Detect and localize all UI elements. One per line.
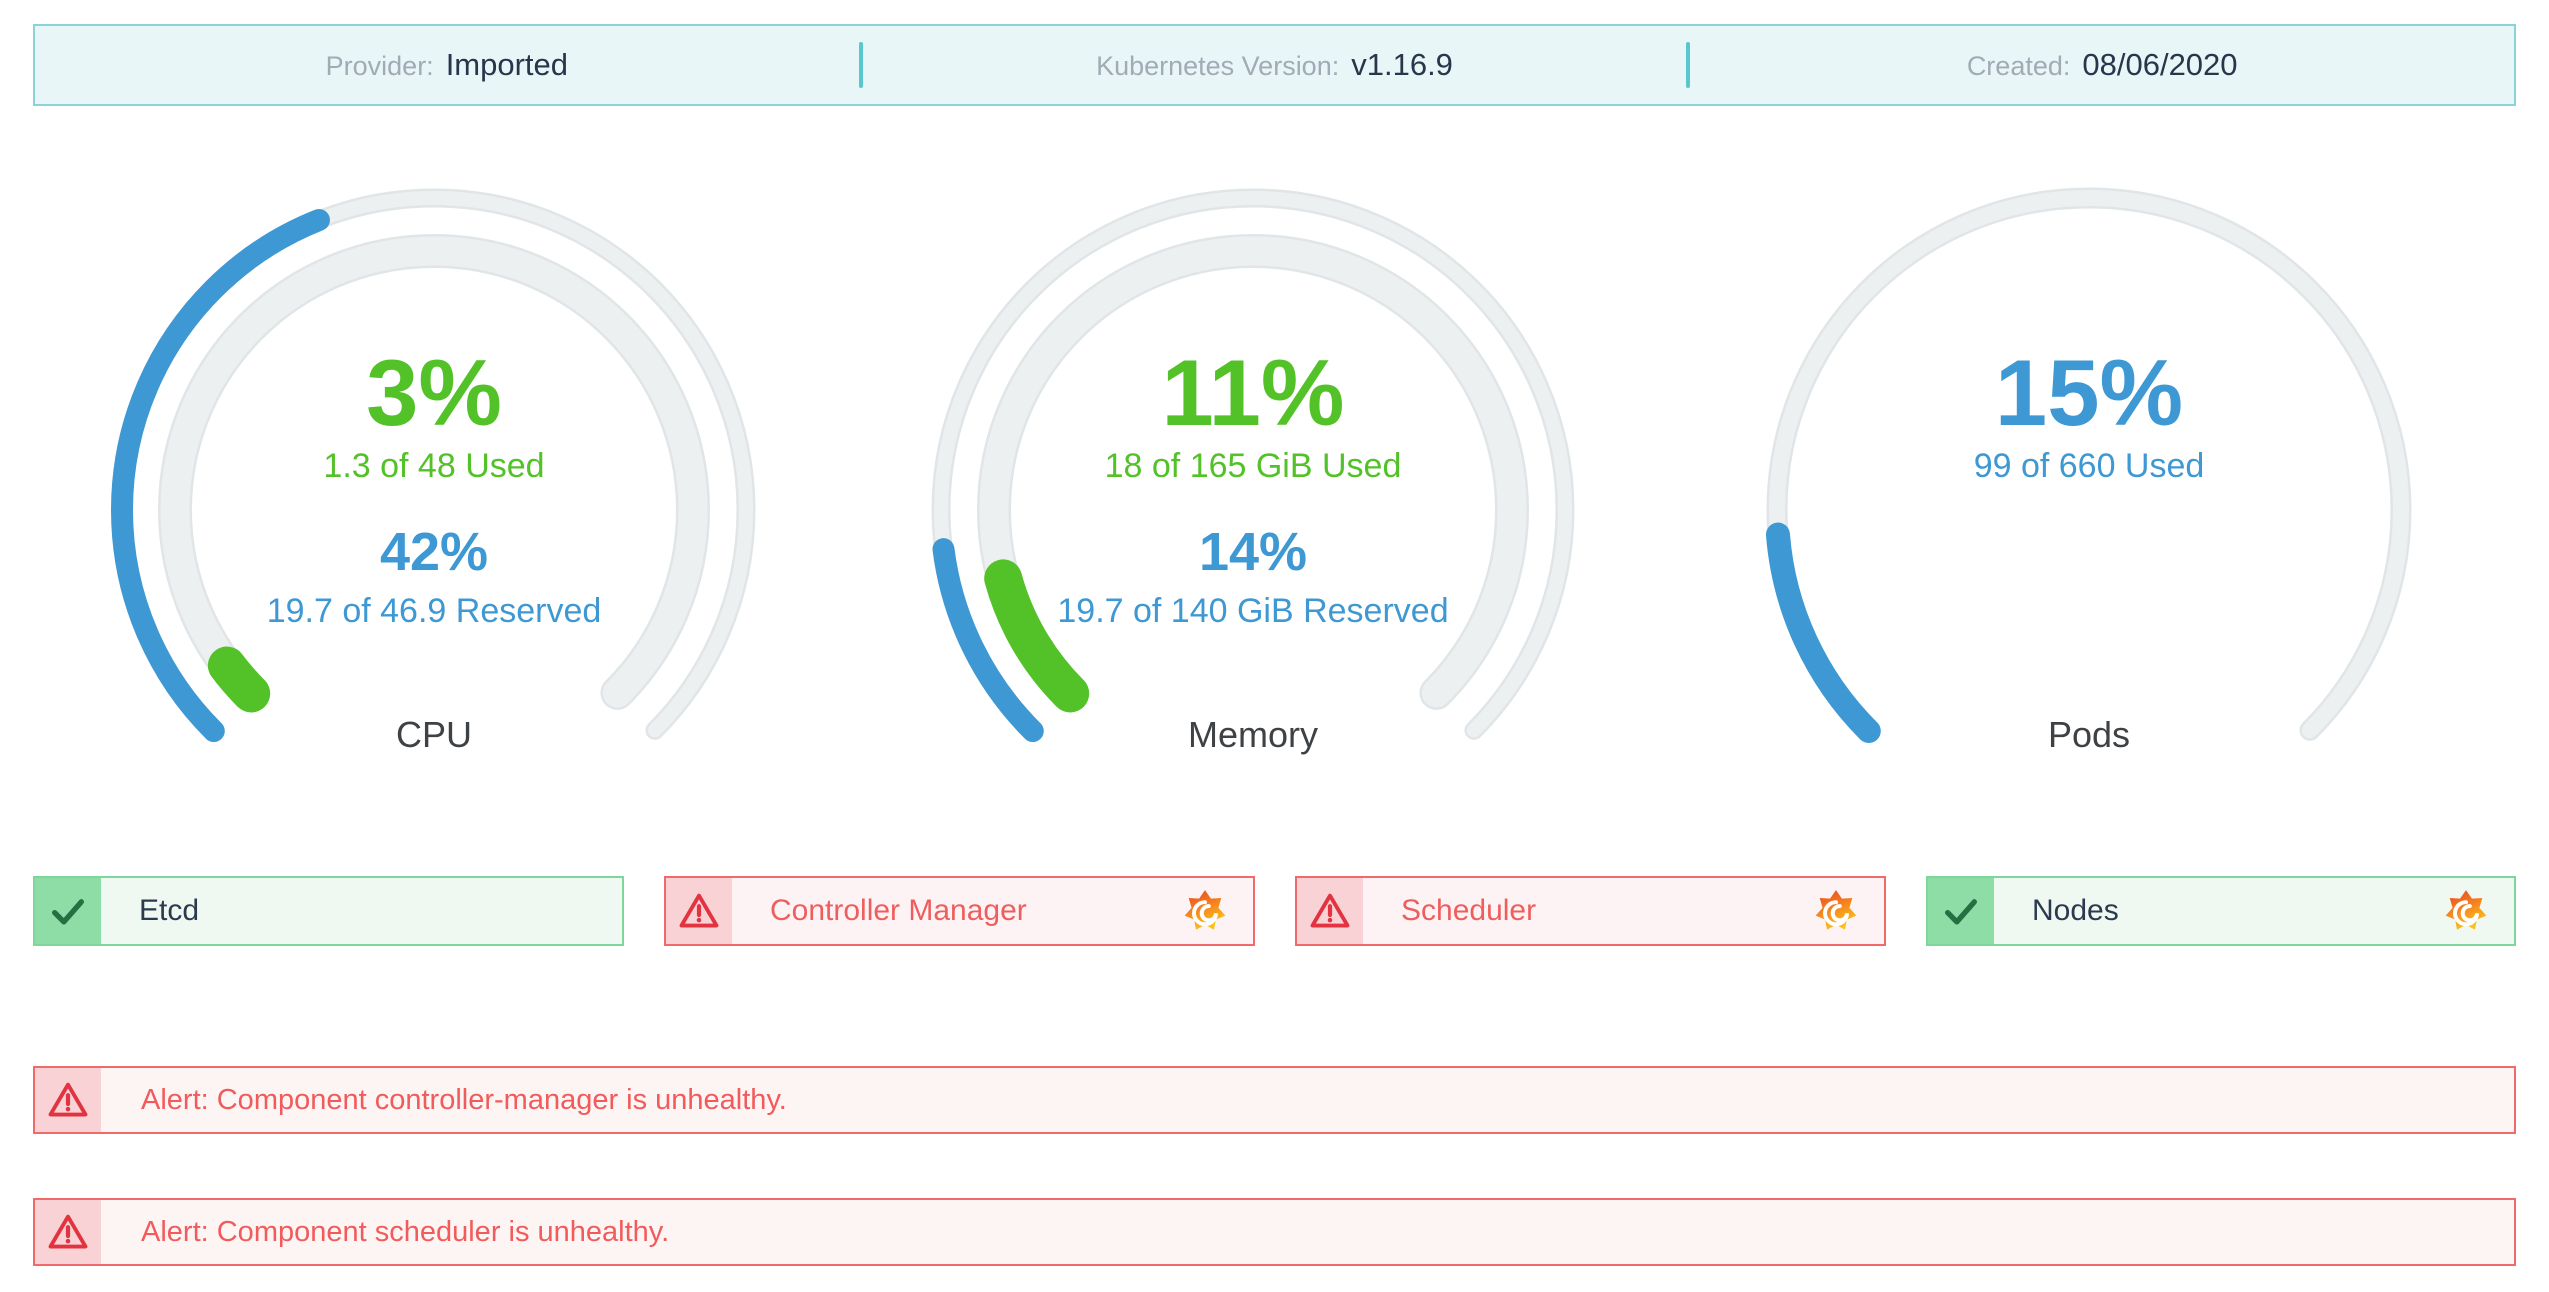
cpu-reserved-detail: 19.7 of 46.9 Reserved	[266, 592, 602, 630]
memory-gauge: 11% 18 of 165 GiB Used 14% 19.7 of 140 G…	[923, 150, 1583, 850]
component-status-nodes: Nodes	[1926, 876, 2516, 946]
provider-value: Imported	[445, 47, 569, 82]
component-status-scheduler: Scheduler	[1295, 876, 1886, 946]
pods-gauge-rings	[1765, 185, 2413, 834]
divider	[1686, 42, 1691, 88]
kubernetes-version-value: v1.16.9	[1351, 47, 1453, 82]
alert-text: Alert: Component scheduler is unhealthy.	[141, 1215, 670, 1248]
memory-reserved-arc	[930, 186, 1576, 833]
cpu-gauge-title: CPU	[395, 714, 472, 755]
kubernetes-version-section: Kubernetes Version: v1.16.9	[863, 47, 1687, 83]
alert-banner-scheduler: Alert: Component scheduler is unhealthy.	[33, 1198, 2516, 1266]
cpu-reserved-arc	[110, 186, 757, 833]
component-status-etcd: Etcd	[33, 876, 624, 946]
cpu-used-arc	[156, 232, 712, 788]
component-label: Etcd	[139, 894, 200, 927]
warning-triangle-icon	[666, 878, 732, 944]
cpu-reserved-percent: 42%	[379, 522, 489, 582]
pods-gauge: 15% 99 of 660 Used Pods	[1759, 150, 2419, 850]
warning-triangle-icon	[35, 1068, 101, 1132]
created-value: 08/06/2020	[2082, 47, 2238, 82]
memory-reserved-detail: 19.7 of 140 GiB Reserved	[1057, 592, 1449, 630]
grafana-icon[interactable]	[1183, 889, 1227, 933]
component-label: Nodes	[2032, 894, 2119, 927]
cpu-gauge-rings	[110, 186, 757, 833]
created-label: Created:	[1966, 51, 2071, 81]
pods-gauge-title: Pods	[2047, 714, 2131, 755]
cpu-gauge: 3% 1.3 of 48 Used 42% 19.7 of 46.9 Reser…	[104, 150, 764, 850]
component-status-controller-manager: Controller Manager	[664, 876, 1255, 946]
pods-used-arc	[1765, 185, 2413, 834]
cluster-info-bar: Provider: Imported Kubernetes Version: v…	[33, 24, 2516, 106]
provider-section: Provider: Imported	[35, 47, 859, 83]
divider	[858, 42, 863, 88]
alert-banner-controller-manager: Alert: Component controller-manager is u…	[33, 1066, 2516, 1134]
healthy-check-icon	[1928, 878, 1994, 944]
pods-used-detail: 99 of 660 Used	[1973, 447, 2205, 485]
memory-reserved-percent: 14%	[1198, 522, 1308, 582]
component-label: Controller Manager	[770, 894, 1027, 927]
created-section: Created: 08/06/2020	[1690, 47, 2514, 83]
cpu-used-detail: 1.3 of 48 Used	[323, 447, 545, 485]
provider-label: Provider:	[325, 51, 434, 81]
cpu-used-percent: 3%	[366, 340, 502, 445]
memory-used-percent: 11%	[1161, 340, 1345, 445]
memory-gauge-rings	[930, 186, 1576, 833]
memory-gauge-title: Memory	[1187, 714, 1318, 755]
memory-used-arc	[975, 232, 1531, 788]
memory-used-detail: 18 of 165 GiB Used	[1104, 447, 1402, 485]
warning-triangle-icon	[1297, 878, 1363, 944]
kubernetes-version-label: Kubernetes Version:	[1096, 51, 1340, 81]
pods-used-percent: 15%	[1994, 340, 2184, 445]
grafana-icon[interactable]	[2444, 889, 2488, 933]
warning-triangle-icon	[35, 1200, 101, 1264]
grafana-icon[interactable]	[1814, 889, 1858, 933]
alert-text: Alert: Component controller-manager is u…	[141, 1083, 787, 1116]
component-label: Scheduler	[1401, 894, 1537, 927]
healthy-check-icon	[35, 878, 101, 944]
